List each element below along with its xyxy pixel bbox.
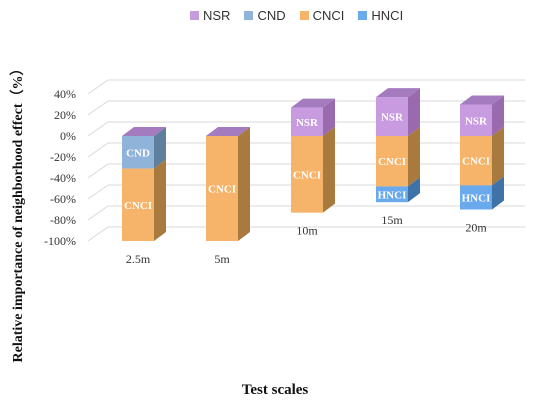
y-tick-label: -60% — [50, 192, 76, 206]
bar-segment-label: NSR — [465, 115, 488, 127]
bar-top-cap — [460, 95, 504, 105]
y-tick-label: -100% — [44, 234, 76, 248]
bar-top-cap — [206, 127, 250, 136]
bar-side-cnci — [238, 127, 250, 241]
bar-side-cnci — [323, 127, 335, 213]
legend-label-nsr: NSR — [203, 8, 231, 23]
y-tick-labels: 40% 20% 0% -20% -40% -60% -80% -100% — [44, 87, 76, 248]
bar-segment-label: NSR — [296, 117, 319, 129]
bar-segment-nsr — [460, 104, 492, 136]
x-tick-label: 10m — [296, 224, 318, 238]
legend-label-cnci: CNCI — [312, 8, 345, 23]
bar-segment-cnci — [122, 168, 154, 241]
bar-segment-nsr — [291, 107, 323, 136]
bar-top-cap — [291, 98, 335, 108]
y-tick-label: -40% — [50, 171, 76, 185]
bar-side-hnci — [492, 176, 504, 210]
bar-segment-cnci — [206, 136, 238, 241]
bar-segment-label: CNCI — [293, 169, 321, 181]
y-tick-label: 0% — [60, 129, 76, 143]
bar-side-cnci — [492, 127, 504, 186]
y-tick-label: 40% — [54, 87, 76, 101]
x-tick-label: 15m — [381, 213, 403, 227]
bar-segment-label: HNCI — [462, 192, 491, 204]
x-tick-label: 2.5m — [126, 252, 151, 266]
x-tick-label: 20m — [465, 221, 487, 235]
bar-segment-label: CNCI — [378, 156, 406, 168]
bar-segment-label: NSR — [381, 112, 404, 124]
bar-side-cnci — [408, 127, 420, 187]
bar-top-cap — [122, 127, 166, 136]
bar-top-cap — [376, 88, 420, 98]
bar-side-nsr — [492, 95, 504, 136]
legend-item-cnd: CND — [244, 8, 286, 23]
y-tick-label: -80% — [50, 213, 76, 227]
bar-side-cnci — [154, 159, 166, 241]
bars: CND CNCI CNCI NSR CNCI NSR CNCI HNCI NSR CNCI HNCI — [122, 88, 504, 241]
bar-segment-label: CNCI — [208, 184, 236, 196]
legend-item-hnci: HNCI — [358, 8, 403, 23]
bar-side-cnd — [154, 127, 166, 169]
bar-side-nsr — [408, 88, 420, 136]
bar-segment-label: CNCI — [124, 200, 152, 212]
y-tick-label: -20% — [50, 150, 76, 164]
bar-segment-label: CNCI — [462, 156, 490, 168]
bar-segment-label: CND — [126, 147, 150, 159]
x-axis-label: Test scales — [241, 382, 309, 398]
bar-segment-cnci — [291, 136, 323, 213]
x-tick-label: 5m — [214, 252, 230, 266]
legend-item-nsr: NSR — [190, 8, 230, 23]
x-tick-labels: 2.5m 5m 10m 15m 20m — [126, 213, 488, 266]
legend-swatch-cnd — [244, 11, 254, 20]
legend: NSR CND CNCI HNCI — [190, 8, 403, 23]
bar-segment-hnci — [460, 185, 492, 210]
gridline — [87, 205, 525, 221]
legend-swatch-hnci — [358, 11, 368, 20]
bar-segment-cnci — [460, 136, 492, 186]
y-tick-label: 20% — [54, 108, 76, 122]
bar-segment-cnd — [122, 136, 154, 169]
y-axis-label: Relative importance of neighborhood effe… — [10, 62, 26, 363]
bar-segment-nsr — [376, 97, 408, 136]
bar-side-hnci — [408, 177, 420, 203]
bar-segment-label: HNCI — [378, 189, 407, 201]
legend-swatch-cnci — [299, 11, 309, 20]
gridline — [87, 79, 525, 95]
bar-segment-hnci — [376, 186, 408, 203]
legend-label-hnci: HNCI — [371, 8, 404, 23]
legend-item-cnci: CNCI — [299, 8, 345, 23]
gridline — [87, 226, 525, 242]
bar-side-nsr — [323, 98, 335, 136]
bar-segment-cnci — [376, 136, 408, 187]
legend-label-cnd: CND — [257, 8, 286, 23]
legend-swatch-nsr — [190, 11, 199, 20]
